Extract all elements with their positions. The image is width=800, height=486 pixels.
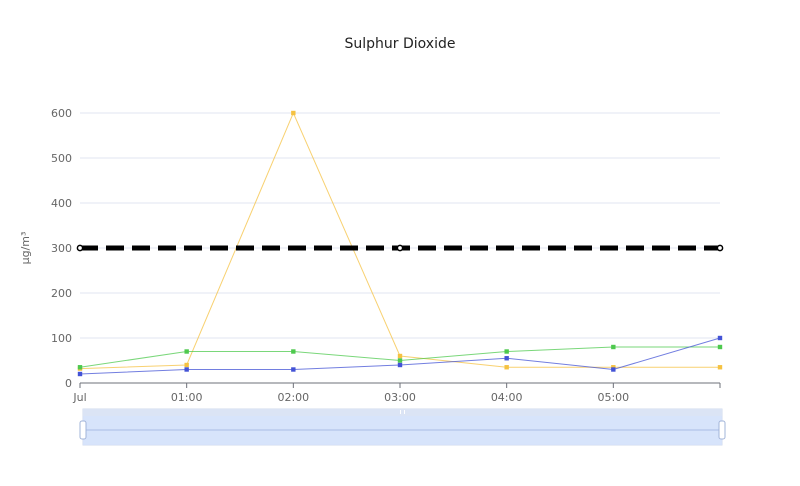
data-point[interactable] (184, 362, 189, 368)
threshold-point (76, 244, 84, 252)
zoom-handle-right[interactable] (718, 420, 726, 440)
zoom-handle-left[interactable] (79, 420, 87, 440)
x-tick-label: Jul (72, 391, 86, 404)
y-tick-label: 0 (65, 377, 72, 390)
x-tick-label: 02:00 (277, 391, 309, 404)
data-point[interactable] (504, 349, 509, 354)
data-point[interactable] (291, 110, 296, 116)
data-point[interactable] (184, 367, 189, 372)
data-point[interactable] (397, 362, 403, 368)
threshold-point (396, 244, 404, 252)
zoom-move-bar[interactable] (83, 409, 722, 416)
y-tick-label: 400 (51, 197, 72, 210)
data-point[interactable] (291, 349, 296, 354)
x-axis: Jul 01:00 02:00 03:00 04:00 05:00 (72, 382, 721, 404)
data-point[interactable] (77, 371, 83, 377)
data-point[interactable] (504, 356, 509, 361)
y-axis-ticks: 0 100 200 300 400 500 600 (51, 107, 72, 390)
data-point[interactable] (291, 367, 296, 372)
data-point[interactable] (717, 365, 723, 370)
data-point[interactable] (77, 365, 83, 370)
series-line-0 (79, 111, 720, 370)
data-point[interactable] (397, 353, 403, 359)
x-tick-label: 03:00 (384, 391, 416, 404)
y-tick-label: 300 (51, 242, 72, 255)
y-tick-label: 500 (51, 152, 72, 165)
y-axis-label: µg/m³ (19, 232, 32, 265)
y-tick-label: 600 (51, 107, 72, 120)
grid-lines (80, 112, 720, 339)
x-tick-label: 01:00 (171, 391, 203, 404)
data-point[interactable] (184, 349, 189, 354)
threshold-point (716, 244, 724, 252)
chart-title: Sulphur Dioxide (345, 36, 456, 52)
y-tick-label: 200 (51, 287, 72, 300)
x-tick-label: 04:00 (491, 391, 523, 404)
data-point[interactable] (611, 365, 616, 370)
y-tick-label: 100 (51, 332, 72, 345)
data-point[interactable] (611, 344, 616, 350)
data-point[interactable] (717, 335, 723, 341)
data-point[interactable] (611, 367, 616, 372)
data-point[interactable] (397, 358, 403, 363)
series-group (76, 110, 724, 377)
data-zoom-slider[interactable] (79, 408, 726, 446)
data-point[interactable] (717, 344, 723, 350)
data-point[interactable] (504, 365, 509, 370)
x-tick-label: 05:00 (597, 391, 629, 404)
